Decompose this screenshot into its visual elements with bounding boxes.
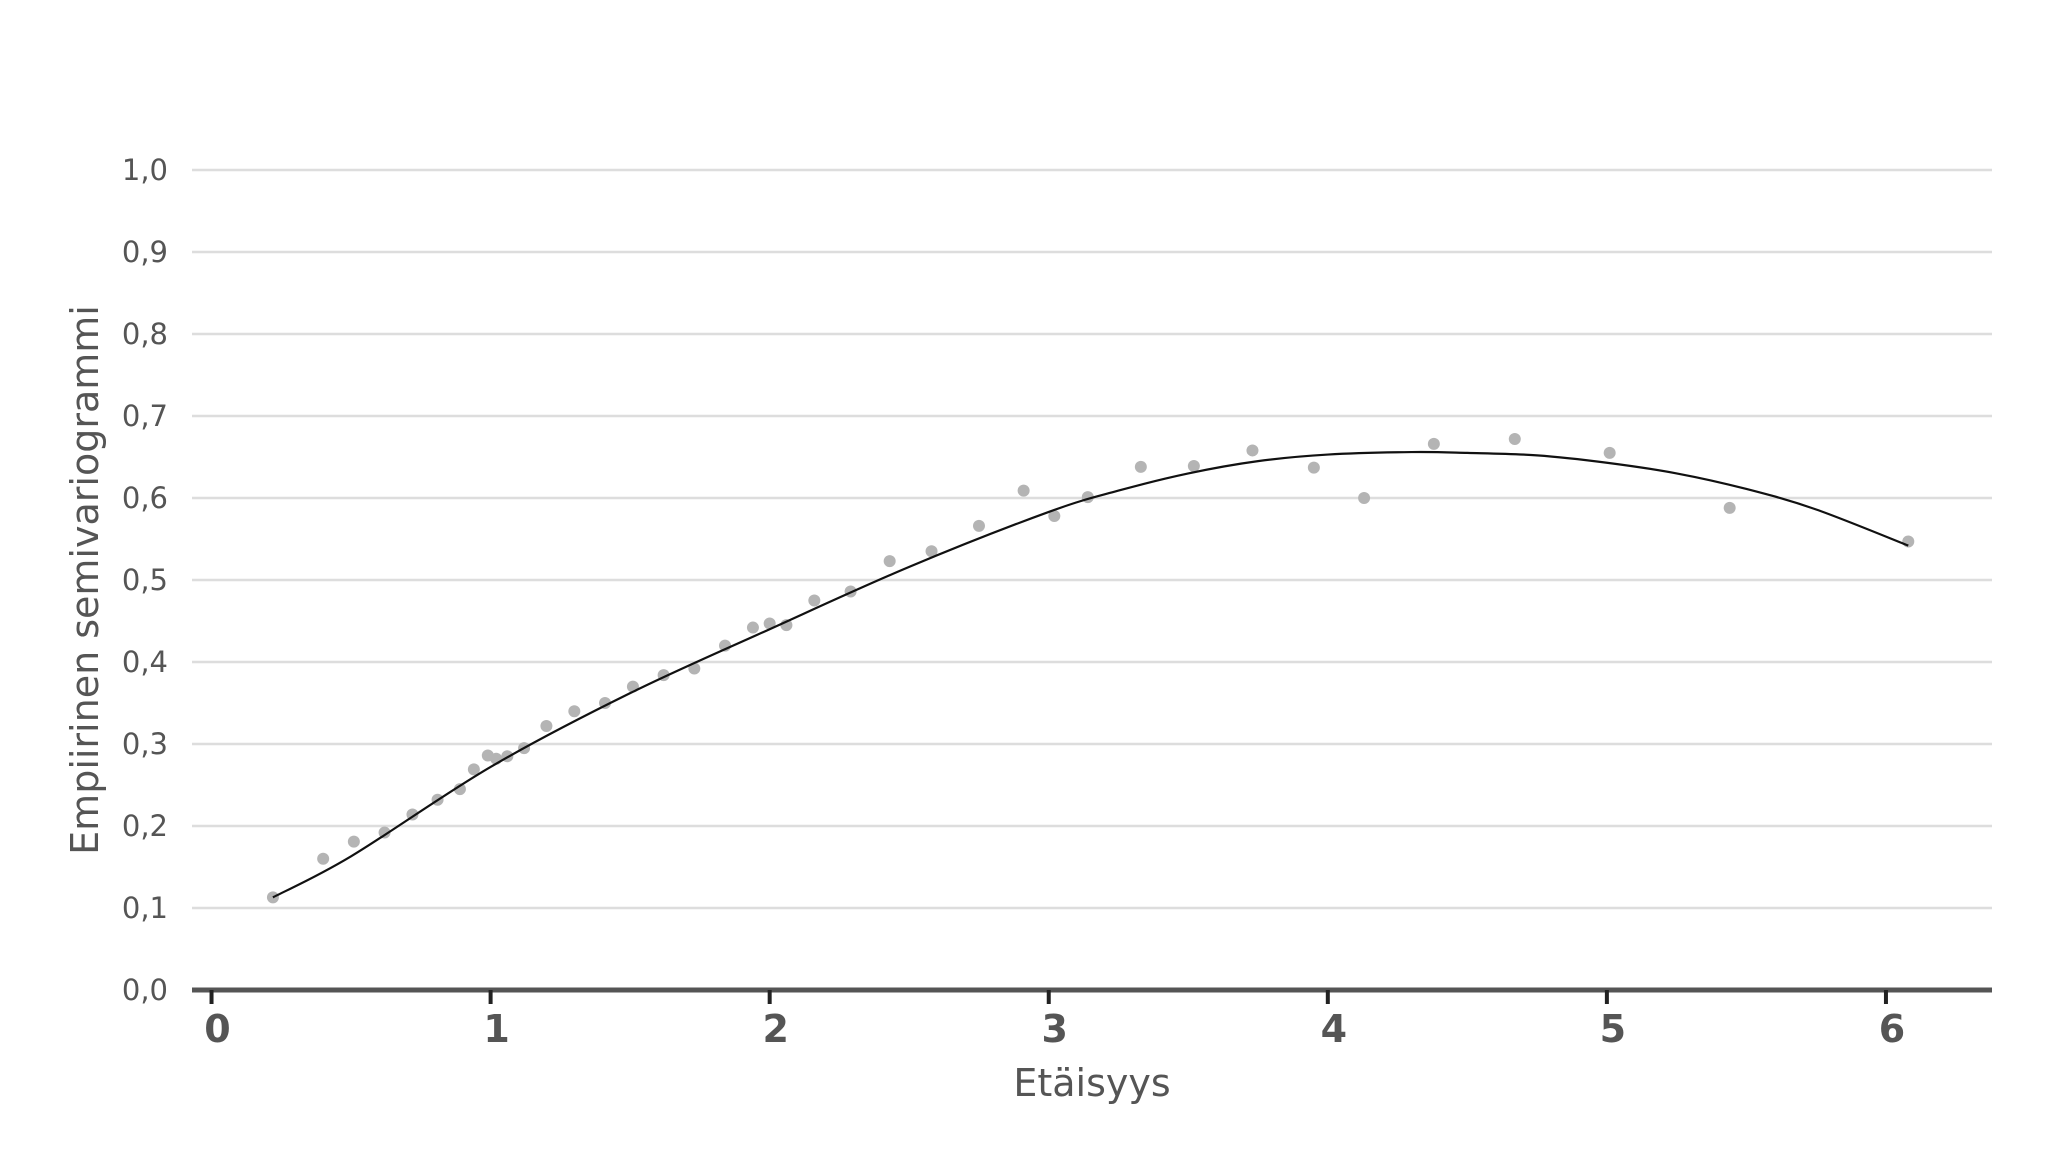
fitted-curve	[272, 450, 1909, 899]
y-tick-label: 0,7	[122, 399, 168, 433]
data-point	[1017, 484, 1030, 497]
scatter-points	[266, 432, 1915, 904]
data-point	[808, 594, 821, 607]
y-tick-label: 0,3	[122, 727, 168, 761]
y-axis-label: Empiirinen semivariogrammi	[63, 305, 107, 855]
x-tick-label: 0	[204, 1007, 230, 1051]
data-point	[378, 826, 391, 839]
data-point	[1427, 437, 1440, 450]
x-axis-ticks: 0 1 2 3 4 5 6	[204, 990, 1905, 1051]
x-tick-label: 1	[483, 1007, 509, 1051]
y-tick-label: 0,1	[122, 891, 168, 925]
data-point	[467, 763, 480, 776]
data-point	[972, 519, 985, 532]
x-tick-label: 4	[1321, 1007, 1347, 1051]
data-point	[1246, 444, 1259, 457]
y-tick-label: 1,0	[122, 153, 168, 187]
data-point	[317, 852, 330, 865]
y-tick-label: 0,8	[122, 317, 168, 351]
data-point	[453, 783, 466, 796]
y-tick-label: 0,6	[122, 481, 168, 515]
x-tick-label: 2	[762, 1007, 788, 1051]
data-point	[1508, 432, 1521, 445]
data-point	[1187, 460, 1200, 473]
y-axis-ticks: 0,0 0,1 0,2 0,3 0,4 0,5 0,6 0,7 0,8 0,9 1,0	[122, 153, 168, 1007]
x-tick-label: 6	[1879, 1007, 1905, 1051]
y-tick-label: 0,4	[122, 645, 168, 679]
data-point	[1048, 510, 1061, 523]
data-point	[1603, 446, 1616, 459]
data-point	[763, 617, 776, 630]
y-tick-label: 0,9	[122, 235, 168, 269]
x-axis-label: Etäisyys	[1013, 1061, 1170, 1105]
data-point	[746, 621, 759, 634]
data-point	[1723, 501, 1736, 514]
data-point	[568, 705, 581, 718]
x-tick-label: 3	[1042, 1007, 1068, 1051]
data-point	[540, 719, 553, 732]
data-point	[883, 555, 896, 568]
data-point	[925, 545, 938, 558]
data-point	[347, 835, 360, 848]
y-tick-label: 0,2	[122, 809, 168, 843]
gridlines	[192, 168, 1992, 910]
data-point	[1307, 461, 1320, 474]
data-point	[1358, 492, 1371, 504]
data-point	[1902, 535, 1915, 548]
y-tick-label: 0,0	[122, 973, 168, 1007]
y-tick-label: 0,5	[122, 563, 168, 597]
x-tick-label: 5	[1600, 1007, 1626, 1051]
data-point	[1134, 460, 1147, 473]
